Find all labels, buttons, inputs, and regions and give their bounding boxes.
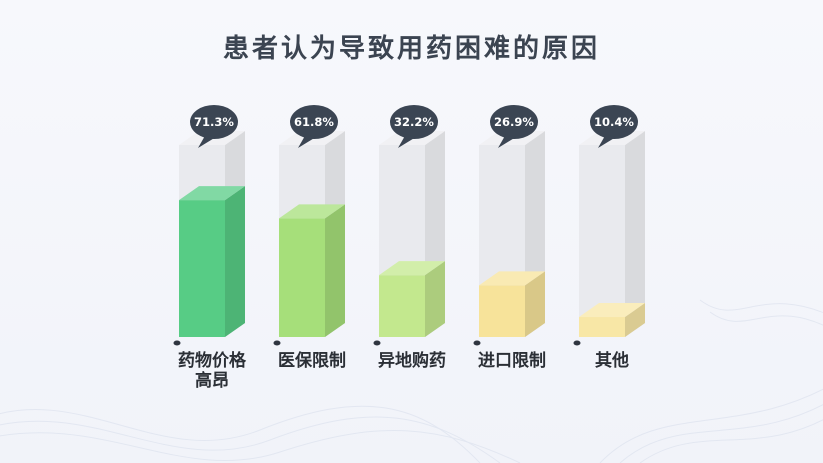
ground-dot xyxy=(273,340,281,346)
bubble-tail xyxy=(298,134,316,148)
value-bubble: 61.8% xyxy=(290,105,338,148)
bar-side xyxy=(325,204,345,337)
data-label: 26.9% xyxy=(494,115,534,129)
bar xyxy=(579,303,645,337)
bar-front xyxy=(279,218,325,337)
bar xyxy=(379,261,445,337)
bubble-tail xyxy=(198,134,216,148)
bubble-shape xyxy=(190,105,238,139)
bubble-tail xyxy=(498,134,516,148)
bar-track-side xyxy=(625,131,645,337)
x-tick-label: 医保限制 xyxy=(257,351,367,371)
chart-title: 患者认为导致用药困难的原因 xyxy=(222,34,600,64)
bar xyxy=(279,204,345,337)
background-waves xyxy=(0,299,823,463)
bubble-shape xyxy=(490,105,538,139)
bar xyxy=(479,271,545,337)
bars-layer: 71.3% 61.8% 32.2% 26.9% 10.4% xyxy=(173,105,645,346)
bar-group: 32.2% xyxy=(373,105,445,346)
x-tick-label-line: 药物价格 xyxy=(178,351,246,371)
bar-group: 26.9% xyxy=(473,105,545,346)
bubble-shape xyxy=(590,105,638,139)
bubble-shape xyxy=(290,105,338,139)
x-tick-label-line: 医保限制 xyxy=(278,351,346,371)
x-tick-label: 药物价格 高昂 xyxy=(157,351,267,391)
x-tick-label-line: 进口限制 xyxy=(478,351,546,371)
bar-side xyxy=(225,186,245,337)
ground-dot xyxy=(173,340,181,346)
value-bubble: 26.9% xyxy=(490,105,538,148)
bar-front xyxy=(379,275,425,337)
data-label: 61.8% xyxy=(294,115,334,129)
bar-front xyxy=(179,200,225,337)
bar-side xyxy=(625,303,645,337)
bubble-tail xyxy=(398,134,416,148)
x-tick-label: 异地购药 xyxy=(357,351,467,371)
x-tick-label-line: 高昂 xyxy=(195,371,229,391)
bar-top xyxy=(579,303,645,318)
x-tick-label-line: 其他 xyxy=(595,351,629,371)
bubble-tail xyxy=(598,134,616,148)
bar-group: 10.4% xyxy=(573,105,645,346)
bar-top xyxy=(479,271,545,286)
x-tick-label: 其他 xyxy=(557,351,667,371)
value-bubble: 71.3% xyxy=(190,105,238,148)
data-label: 71.3% xyxy=(194,115,234,129)
bubble-shape xyxy=(390,105,438,139)
data-label: 10.4% xyxy=(594,115,634,129)
ground-dot xyxy=(373,340,381,346)
bar-group: 71.3% xyxy=(173,105,245,346)
bar-front xyxy=(579,317,625,337)
value-bubble: 32.2% xyxy=(390,105,438,148)
bar-top xyxy=(379,261,445,276)
x-tick-label: 进口限制 xyxy=(457,351,567,371)
x-tick-label-line: 异地购药 xyxy=(378,351,446,371)
data-label: 32.2% xyxy=(394,115,434,129)
ground-dot xyxy=(473,340,481,346)
ground-dot xyxy=(573,340,581,346)
bar-front xyxy=(479,285,525,337)
value-bubble: 10.4% xyxy=(590,105,638,148)
bar-group: 61.8% xyxy=(273,105,345,346)
bar-top xyxy=(279,204,345,219)
bar-top xyxy=(179,186,245,201)
bar xyxy=(179,186,245,337)
bar-side xyxy=(425,261,445,337)
bar-side xyxy=(525,271,545,337)
